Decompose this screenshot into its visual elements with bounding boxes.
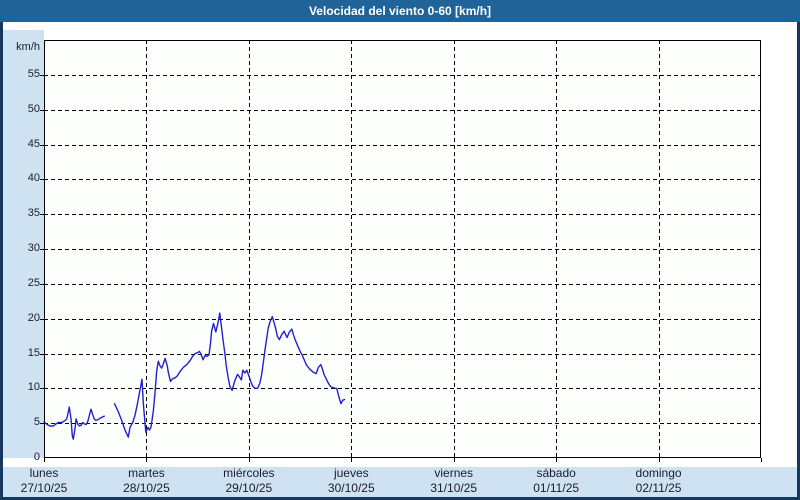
y-tick-label: 50 xyxy=(27,102,40,115)
day-name: martes xyxy=(128,466,165,480)
y-tick-label: 30 xyxy=(27,242,40,254)
day-date: 31/10/25 xyxy=(430,481,478,495)
day-label: sábado 01/11/25 xyxy=(508,466,604,496)
day-label: domingo 02/11/25 xyxy=(611,466,707,496)
day-label: jueves 30/10/25 xyxy=(303,466,399,496)
y-tick-label: 0 xyxy=(33,451,40,463)
day-date: 30/10/25 xyxy=(327,481,375,495)
left-margin-strip xyxy=(3,30,44,458)
day-date: 01/11/25 xyxy=(533,481,580,495)
day-label: miércoles 29/10/25 xyxy=(201,466,297,496)
wind-speed-line xyxy=(43,406,106,440)
title-bar: Velocidad del viento 0-60 [km/h] xyxy=(0,0,800,22)
day-date: 29/10/25 xyxy=(225,481,273,495)
chart-title: Velocidad del viento 0-60 [km/h] xyxy=(308,4,492,18)
day-date: 28/10/25 xyxy=(123,481,170,495)
y-tick-label: 55 xyxy=(27,67,40,80)
y-axis-unit-label: km/h xyxy=(16,41,40,53)
day-name: jueves xyxy=(333,466,369,480)
y-tick-label: 20 xyxy=(27,311,40,324)
plot-frame xyxy=(44,40,761,458)
y-tick-label: 5 xyxy=(33,416,40,429)
y-tick-label: 40 xyxy=(27,172,40,185)
day-name: sábado xyxy=(536,466,576,480)
y-tick-label: 35 xyxy=(27,207,40,220)
y-tick-label: 45 xyxy=(27,137,40,150)
day-name: domingo xyxy=(635,466,682,480)
day-name: viernes xyxy=(434,466,474,480)
day-label: martes 28/10/25 xyxy=(98,466,194,496)
bottom-margin-strip xyxy=(3,467,797,497)
y-tick-label: 15 xyxy=(27,346,40,359)
day-label: lunes 27/10/25 xyxy=(0,466,92,496)
day-date: 02/11/25 xyxy=(635,481,682,495)
y-tick-label: 25 xyxy=(27,276,40,289)
day-name: miércoles xyxy=(223,466,275,480)
day-date: 27/10/25 xyxy=(20,481,68,495)
y-tick-label: 10 xyxy=(27,381,40,394)
day-label: viernes 31/10/25 xyxy=(406,466,502,496)
wind-speed-line xyxy=(113,312,346,438)
day-name: lunes xyxy=(29,466,59,480)
